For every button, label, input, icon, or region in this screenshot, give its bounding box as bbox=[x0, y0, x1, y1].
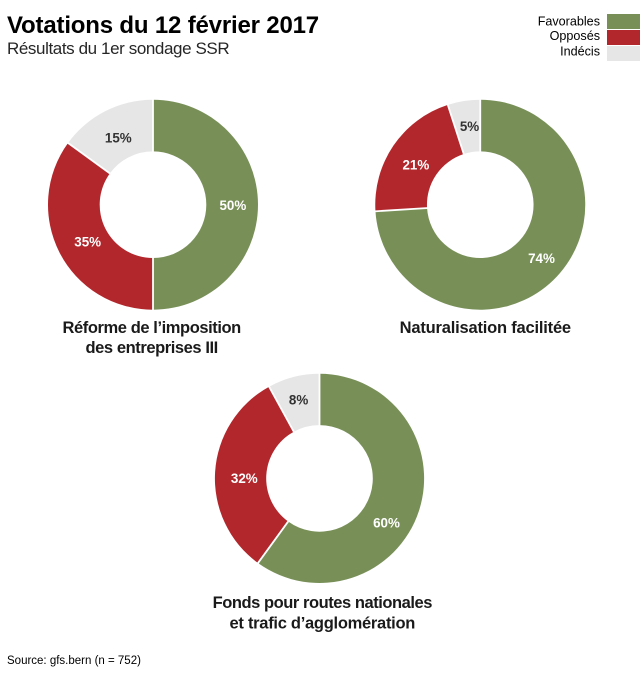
svg-text:74%: 74% bbox=[528, 251, 555, 266]
svg-text:15%: 15% bbox=[105, 130, 132, 145]
svg-text:Fonds pour routes nationales: Fonds pour routes nationales bbox=[213, 594, 433, 612]
svg-text:50%: 50% bbox=[219, 198, 246, 213]
svg-text:des entreprises III: des entreprises III bbox=[86, 339, 218, 357]
svg-text:35%: 35% bbox=[74, 235, 101, 250]
svg-text:Naturalisation facilitée: Naturalisation facilitée bbox=[400, 319, 571, 337]
svg-text:8%: 8% bbox=[289, 392, 308, 407]
svg-text:Favorables: Favorables bbox=[538, 14, 600, 28]
svg-text:21%: 21% bbox=[402, 157, 429, 172]
svg-text:Opposés: Opposés bbox=[550, 29, 600, 43]
svg-text:Indécis: Indécis bbox=[560, 44, 600, 58]
svg-text:Source: gfs.bern (n = 752): Source: gfs.bern (n = 752) bbox=[7, 655, 141, 667]
svg-text:Réforme de l’imposition: Réforme de l’imposition bbox=[63, 319, 242, 337]
svg-text:5%: 5% bbox=[460, 119, 479, 134]
svg-text:et trafic d’agglomération: et trafic d’agglomération bbox=[230, 614, 416, 632]
svg-text:32%: 32% bbox=[231, 471, 258, 486]
svg-text:60%: 60% bbox=[373, 516, 400, 531]
svg-text:Votations du 12 février 2017: Votations du 12 février 2017 bbox=[7, 12, 319, 39]
svg-text:Résultats du 1er sondage SSR: Résultats du 1er sondage SSR bbox=[7, 39, 229, 58]
